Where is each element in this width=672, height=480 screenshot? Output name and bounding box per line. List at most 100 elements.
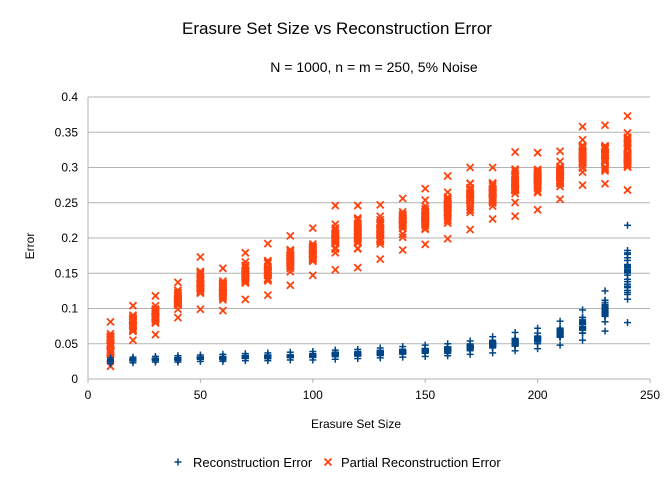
data-point xyxy=(488,163,497,172)
data-point xyxy=(556,332,564,340)
data-point xyxy=(511,339,519,347)
data-point xyxy=(106,317,115,327)
data-point xyxy=(624,267,632,275)
data-point xyxy=(421,221,430,230)
x-tick-label: 50 xyxy=(194,388,208,402)
data-point xyxy=(555,195,565,204)
plot-area xyxy=(106,111,632,371)
y-tick-label: 0.3 xyxy=(61,161,78,175)
data-point xyxy=(353,214,362,224)
data-point xyxy=(286,353,294,361)
data-point xyxy=(623,135,632,145)
y-tick-label: 0.15 xyxy=(55,266,79,280)
data-point xyxy=(263,290,272,300)
data-point xyxy=(421,195,430,205)
data-point xyxy=(151,318,160,327)
data-point xyxy=(151,304,160,314)
data-point xyxy=(128,319,138,329)
data-point xyxy=(623,145,632,154)
data-point xyxy=(308,223,317,233)
data-point xyxy=(286,259,295,268)
data-point xyxy=(376,219,385,228)
data-point xyxy=(196,355,204,363)
data-point xyxy=(376,227,385,236)
y-tick-label: 0.25 xyxy=(55,196,79,210)
data-point xyxy=(218,306,228,315)
data-point xyxy=(128,336,138,345)
data-point xyxy=(601,308,609,316)
data-point xyxy=(173,313,183,322)
y-tick-label: 0 xyxy=(71,372,78,386)
data-point xyxy=(263,269,272,278)
data-point xyxy=(443,234,452,243)
legend: Reconstruction Error Partial Reconstruct… xyxy=(174,455,501,470)
data-point xyxy=(376,346,384,354)
data-point xyxy=(488,201,497,211)
data-point xyxy=(489,338,497,346)
data-point xyxy=(443,213,452,222)
data-point xyxy=(488,185,497,195)
data-point xyxy=(376,220,385,230)
y-axis-label: Error xyxy=(23,233,37,260)
data-point xyxy=(624,249,632,257)
data-point xyxy=(578,142,587,151)
data-point xyxy=(173,294,183,303)
legend-x-icon xyxy=(323,457,333,467)
data-point xyxy=(286,251,295,260)
data-point xyxy=(263,276,272,286)
data-point xyxy=(578,122,587,131)
data-point xyxy=(128,326,138,335)
data-point xyxy=(623,111,632,121)
data-point xyxy=(173,278,183,287)
data-point xyxy=(376,200,385,210)
data-point xyxy=(623,143,632,152)
data-point xyxy=(579,336,587,344)
x-tick-label: 0 xyxy=(85,388,92,402)
data-point xyxy=(353,216,362,225)
data-point xyxy=(623,185,632,195)
data-point xyxy=(555,167,565,176)
data-point xyxy=(353,227,362,236)
data-point xyxy=(196,289,205,298)
data-point xyxy=(331,230,340,240)
data-point xyxy=(218,291,228,301)
data-point xyxy=(624,261,632,269)
x-axis-label: Erasure Set Size xyxy=(311,417,401,431)
legend-marker-partial-reconstruction-error xyxy=(323,457,333,467)
data-point xyxy=(421,346,429,354)
data-point xyxy=(421,240,430,249)
data-point xyxy=(263,259,272,268)
data-point xyxy=(128,317,138,326)
data-point xyxy=(533,205,542,214)
y-tick-label: 0.2 xyxy=(61,231,78,245)
x-tick-label: 100 xyxy=(303,388,323,402)
data-point xyxy=(263,239,272,248)
data-point xyxy=(218,282,228,291)
data-point xyxy=(151,330,160,339)
data-point xyxy=(398,213,407,223)
data-point xyxy=(556,317,564,325)
data-point xyxy=(174,355,182,363)
axes xyxy=(87,97,651,383)
data-point xyxy=(533,174,542,184)
data-point xyxy=(309,351,317,359)
data-point xyxy=(399,347,407,355)
data-point xyxy=(624,221,632,229)
data-point xyxy=(623,141,632,151)
data-point xyxy=(443,202,452,212)
data-point xyxy=(444,345,452,353)
data-point xyxy=(151,291,160,300)
data-point xyxy=(466,225,475,234)
legend-label-reconstruction-error: Reconstruction Error xyxy=(193,455,313,470)
data-point xyxy=(533,172,542,181)
data-point xyxy=(555,179,565,188)
data-point xyxy=(510,178,520,187)
y-tick-label: 0.05 xyxy=(55,337,79,351)
data-point xyxy=(398,233,407,242)
y-tick-label: 0.35 xyxy=(55,125,79,139)
data-point xyxy=(510,172,520,181)
data-point xyxy=(533,148,542,157)
data-point xyxy=(196,252,205,262)
x-tick-label: 200 xyxy=(528,388,548,402)
x-tick-label: 250 xyxy=(640,388,660,402)
